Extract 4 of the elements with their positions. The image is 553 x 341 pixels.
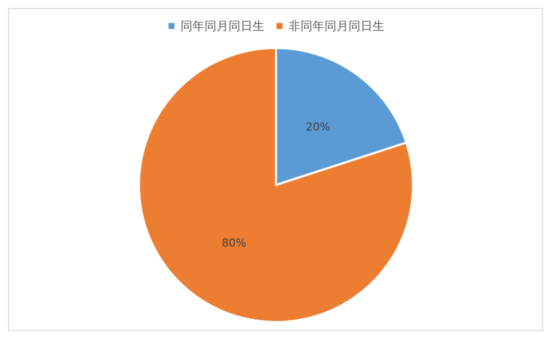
data-label: 80% — [222, 236, 246, 250]
legend-label: 同年同月同日生 — [180, 19, 264, 33]
legend-label: 非同年同月同日生 — [288, 19, 384, 33]
data-label: 20% — [306, 120, 330, 134]
